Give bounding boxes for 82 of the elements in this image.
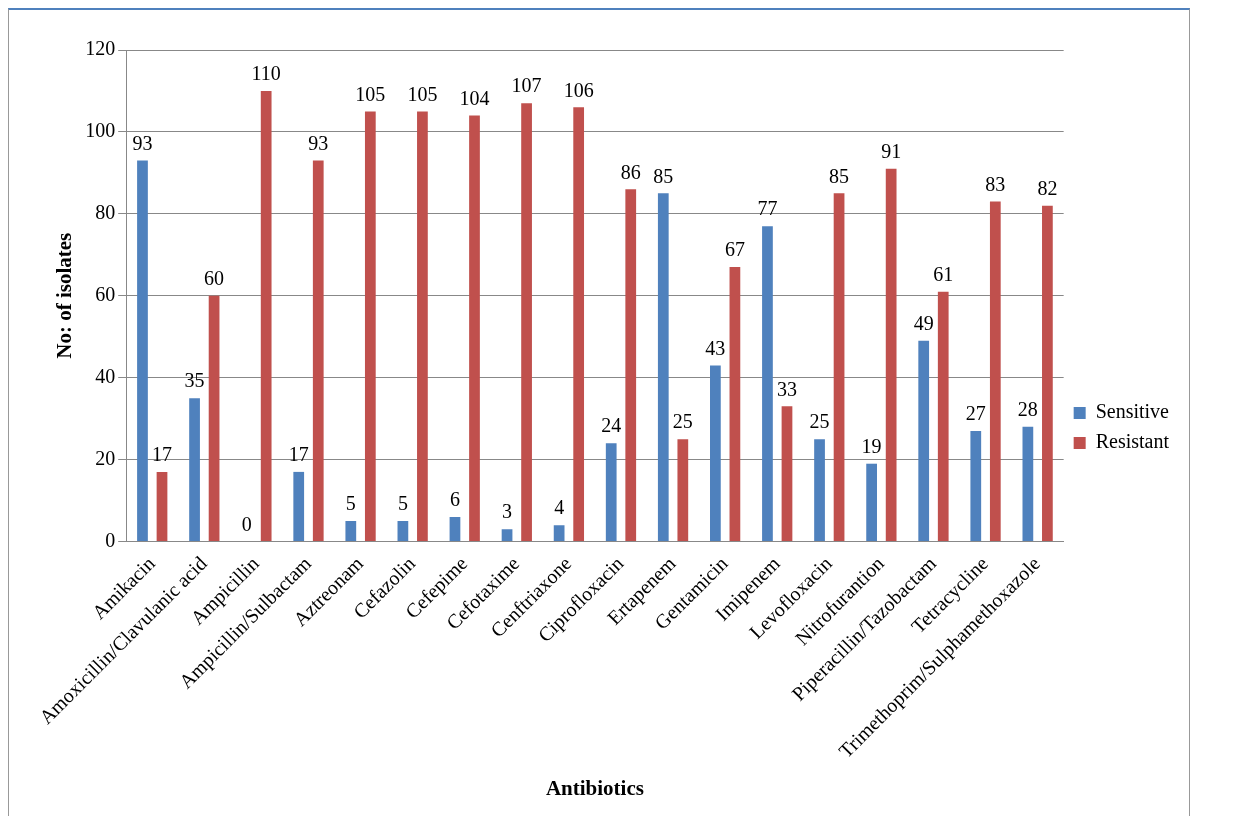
bar — [989, 201, 1001, 542]
y-tick-label: 80 — [95, 201, 116, 224]
bar — [885, 168, 897, 542]
y-axis-title: No: of isolates — [52, 232, 77, 359]
data-label: 85 — [653, 164, 674, 187]
data-label: 61 — [933, 262, 954, 285]
bar — [1022, 426, 1034, 542]
data-label: 25 — [809, 410, 830, 433]
y-tick-label: 100 — [85, 119, 116, 142]
bar — [364, 111, 376, 542]
data-label: 0 — [241, 512, 252, 535]
bar — [208, 295, 220, 542]
data-label: 5 — [397, 492, 408, 515]
data-label: 43 — [705, 336, 726, 359]
data-label: 83 — [985, 172, 1006, 195]
data-label: 27 — [965, 402, 986, 425]
data-label: 17 — [288, 443, 309, 466]
data-label: 67 — [724, 238, 745, 261]
data-label: 17 — [152, 443, 173, 466]
bar — [345, 521, 357, 542]
bar — [710, 365, 721, 542]
data-label: 106 — [563, 78, 594, 101]
bar — [397, 521, 409, 542]
y-tick-label: 120 — [85, 37, 116, 60]
data-label: 24 — [601, 414, 622, 437]
bar — [833, 193, 845, 542]
data-label: 82 — [1037, 176, 1058, 199]
x-axis-title: Antibiotics — [545, 775, 644, 800]
bar — [469, 115, 480, 542]
data-label: 3 — [502, 500, 513, 523]
bar — [762, 226, 773, 542]
bar — [501, 529, 513, 542]
data-label: 49 — [913, 312, 934, 335]
y-tick-label: 0 — [105, 528, 116, 551]
y-tick-label: 40 — [95, 364, 116, 387]
bar — [573, 107, 585, 542]
bar — [937, 291, 949, 542]
data-label: 86 — [620, 160, 641, 183]
data-label: 60 — [204, 267, 225, 290]
data-label: 107 — [511, 74, 542, 97]
data-label: 5 — [345, 492, 356, 515]
bar — [293, 471, 305, 542]
data-label: 33 — [776, 377, 797, 400]
bar — [260, 90, 272, 542]
bar — [312, 160, 324, 542]
bar — [553, 525, 565, 542]
bar — [189, 398, 200, 542]
bar — [605, 443, 617, 542]
data-label: 77 — [757, 197, 778, 220]
data-label: 104 — [459, 86, 490, 109]
bar — [970, 430, 982, 542]
bar — [781, 406, 793, 542]
bar — [156, 471, 168, 542]
bar — [417, 111, 428, 542]
data-label: 25 — [672, 410, 693, 433]
bar — [677, 439, 689, 542]
bar — [449, 516, 461, 542]
legend-label: Resistant — [1095, 430, 1170, 453]
y-tick-label: 60 — [95, 283, 116, 306]
bar — [729, 267, 741, 542]
data-label: 6 — [449, 488, 460, 511]
data-label: 93 — [132, 131, 153, 154]
data-label: 4 — [554, 496, 565, 519]
y-tick-label: 20 — [95, 446, 116, 469]
data-label: 28 — [1017, 398, 1038, 421]
data-label: 93 — [308, 131, 329, 154]
bar — [814, 439, 825, 542]
bar — [918, 340, 930, 542]
bar — [657, 193, 669, 542]
bar — [625, 189, 637, 542]
data-label: 19 — [861, 434, 882, 457]
data-label: 85 — [829, 164, 850, 187]
data-label: 35 — [184, 369, 205, 392]
data-label: 105 — [407, 82, 438, 105]
data-label: 110 — [251, 62, 281, 85]
bar — [137, 160, 148, 542]
data-label: 105 — [355, 82, 386, 105]
legend-label: Sensitive — [1095, 400, 1170, 423]
bar — [521, 103, 532, 542]
data-label: 91 — [881, 140, 902, 163]
bar — [866, 463, 877, 542]
bar — [1042, 205, 1053, 542]
